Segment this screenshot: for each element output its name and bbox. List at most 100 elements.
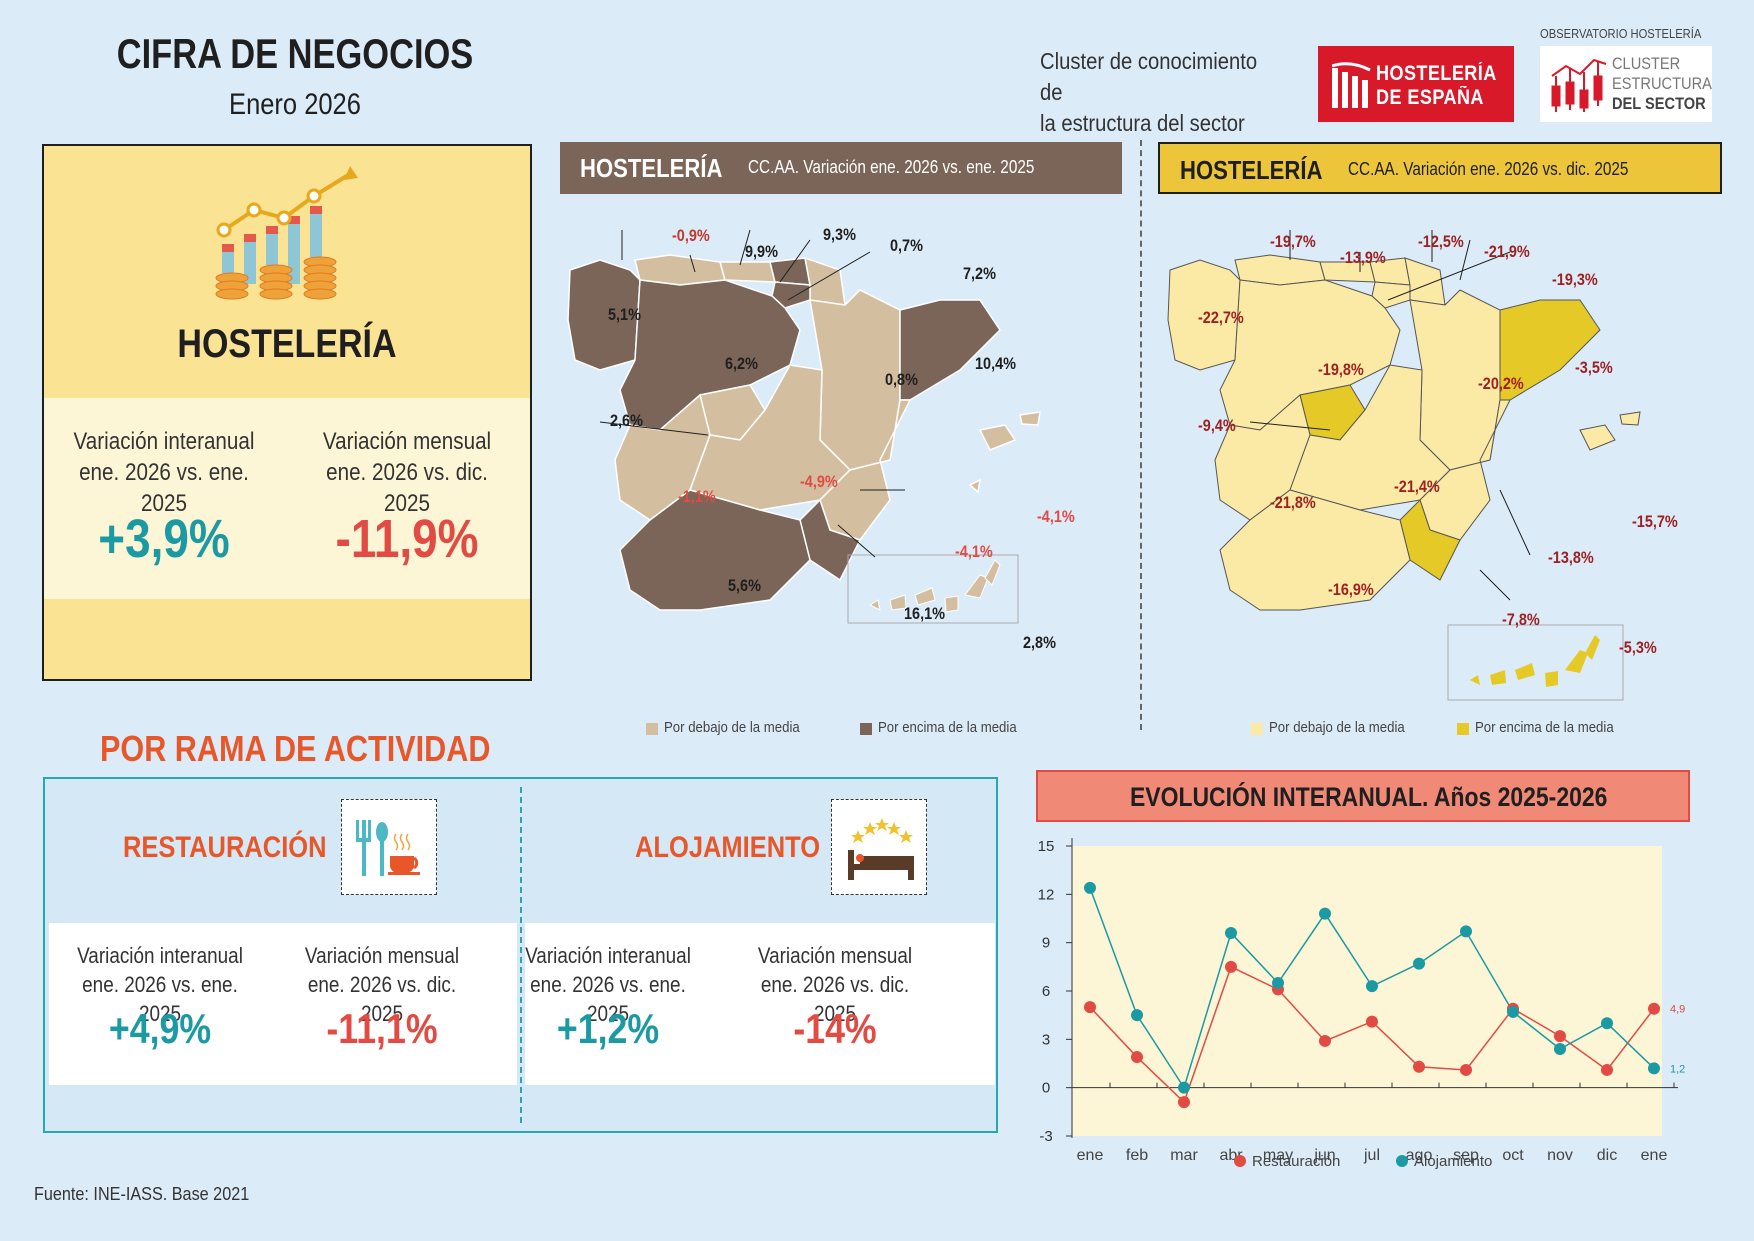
x-tick-label: mar: [1170, 1147, 1198, 1164]
restauracion-values-panel: [49, 923, 517, 1085]
x-tick-label: may: [1263, 1147, 1293, 1164]
map-right-label-castilla-leon: -19,8%: [1318, 360, 1364, 379]
interanual-label-line1: Variación interanual: [73, 428, 255, 455]
rama-box: RESTAURACIÓN Variación interanual ene. 2…: [43, 777, 998, 1133]
x-tick-label: sep: [1453, 1147, 1479, 1164]
hosteleria-espana-logo: HOSTELERÍA DE ESPAÑA: [1318, 46, 1514, 122]
alojamiento-title: ALOJAMIENTO: [635, 831, 821, 864]
map-right-label-cantabria: -13,9%: [1340, 248, 1386, 267]
map-left-label-canarias: 2,8%: [1023, 633, 1056, 652]
cluster-logo: CLUSTER ESTRUCTURA DEL SECTOR: [1540, 46, 1712, 122]
alojamiento-mensual-label2: ene. 2026 vs. dic. 2025: [760, 972, 910, 1026]
data-point: [1084, 1001, 1096, 1014]
map-right-label-pais-vasco: -12,5%: [1418, 232, 1464, 251]
legend-right-below-swatch: [1251, 723, 1263, 735]
map-left-spain: [567, 229, 1041, 624]
y-tick-label: 9: [1042, 935, 1050, 952]
map-right-label-navarra: -21,9%: [1484, 242, 1530, 261]
end-value-label: 4,9: [1670, 1004, 1685, 1016]
alojamiento-mensual-label1: Variación mensual: [757, 943, 913, 968]
region-navarra: [804, 256, 846, 306]
restauracion-mensual-label: Variación mensual ene. 2026 vs. dic. 202…: [292, 941, 473, 1028]
x-tick-label: ene: [1641, 1147, 1668, 1164]
legend-right-below: Por debajo de la media: [1269, 719, 1405, 736]
map-right-subtitle: CC.AA. Variación ene. 2026 vs. dic. 2025: [1348, 159, 1629, 179]
data-point: [1507, 1005, 1519, 1018]
alojamiento-interanual-label2: ene. 2026 vs. ene. 2025: [530, 972, 686, 1026]
x-tick-label: ene: [1077, 1147, 1104, 1164]
x-tick-label: feb: [1126, 1147, 1148, 1164]
y-tick-label: 0: [1042, 1080, 1050, 1097]
legend-left-above: Por encima de la media: [878, 719, 1017, 736]
y-tick-label: -3: [1039, 1128, 1052, 1145]
hosteleria-card: HOSTELERÍA Variación interanual ene. 202…: [42, 144, 532, 681]
data-point: [1319, 907, 1331, 920]
legend-left-below: Por debajo de la media: [664, 719, 800, 736]
interanual-label: Variación interanual ene. 2026 vs. ene. …: [61, 426, 267, 519]
candlestick-icon: [1551, 58, 1607, 112]
interanual-label-line2: ene. 2026 vs. ene. 2025: [79, 459, 249, 517]
legend-swatch: [1396, 1155, 1408, 1167]
cluster-line-1: Cluster de conocimiento de: [1040, 48, 1258, 105]
map-left-label-murcia: 16,1%: [904, 604, 945, 623]
data-point: [1225, 927, 1237, 939]
legend-right-above-swatch: [1457, 723, 1469, 735]
map-right-label-extremadura: -21,8%: [1270, 493, 1316, 512]
x-tick-label: nov: [1547, 1147, 1573, 1164]
cluster-line-2: la estructura del sector: [1040, 110, 1245, 136]
data-point: [1272, 976, 1284, 989]
map-right-label-canarias: -5,3%: [1619, 638, 1657, 657]
alojamiento-mensual-label: Variación mensual ene. 2026 vs. dic. 202…: [740, 941, 929, 1028]
logo-he-line2: DE ESPAÑA: [1376, 86, 1484, 109]
map-left-label-aragon: 0,8%: [885, 370, 918, 389]
end-value-label: 1,2: [1670, 1063, 1685, 1075]
data-point: [1648, 1062, 1660, 1075]
region-cantabria: [719, 261, 776, 283]
map-right-label-cataluna: -3,5%: [1575, 358, 1613, 377]
map-right-header: HOSTELERÍA CC.AA. Variación ene. 2026 vs…: [1158, 142, 1722, 194]
x-tick-label: ago: [1406, 1147, 1433, 1164]
map-left-label-pais-vasco: 9,3%: [823, 225, 856, 244]
mensual-label-line2: ene. 2026 vs. dic. 2025: [326, 459, 488, 517]
por-rama-title: POR RAMA DE ACTIVIDAD: [100, 728, 491, 769]
data-point: [1413, 1060, 1425, 1073]
region-baleares: [978, 411, 1041, 451]
data-point: [1554, 1043, 1566, 1055]
data-point: [1178, 1096, 1190, 1109]
data-point: [1601, 1063, 1613, 1076]
bed-stars-icon: [848, 818, 914, 880]
fork-spoon-cup-icon: [356, 820, 420, 876]
map-left-label-castilla-leon: 6,2%: [725, 354, 758, 373]
columns-icon: [1332, 62, 1371, 108]
hosteleria-card-title: HOSTELERÍA: [177, 322, 397, 366]
mensual-label: Variación mensual ene. 2026 vs. dic. 202…: [301, 426, 513, 519]
legend-right-above: Por encima de la media: [1475, 719, 1614, 736]
data-point: [1084, 881, 1096, 894]
region-rioja: [771, 281, 811, 309]
evolucion-header: EVOLUCIÓN INTERANUAL. Años 2025-2026: [1036, 770, 1690, 822]
y-tick-label: 12: [1038, 886, 1055, 903]
alojamiento-interanual-label: Variación interanual ene. 2026 vs. ene. …: [518, 941, 699, 1028]
rama-divider: [520, 787, 522, 1123]
alojamiento-values-panel: [525, 923, 995, 1085]
hosteleria-card-values: Variación interanual ene. 2026 vs. ene. …: [44, 398, 530, 599]
region-pais-vasco: [769, 257, 811, 286]
maps-divider: [1140, 140, 1142, 730]
restauracion-interanual-label1: Variación interanual: [77, 943, 243, 968]
logo-cl-line1: CLUSTER: [1612, 54, 1681, 73]
map-right-title: HOSTELERÍA: [1180, 155, 1323, 185]
data-point: [1178, 1081, 1190, 1094]
map-left-label-cataluna: 10,4%: [975, 354, 1016, 373]
map-right-label-murcia: -7,8%: [1502, 610, 1540, 629]
data-point: [1319, 1034, 1331, 1047]
map-right-label-rioja: -19,3%: [1552, 270, 1598, 289]
map-right-spain: [1167, 230, 1641, 701]
restauracion-mensual-label2: ene. 2026 vs. dic. 2025: [307, 972, 457, 1026]
map-left-label-madrid: 2,6%: [610, 411, 643, 430]
map-right-label-andalucia: -16,9%: [1328, 580, 1374, 599]
map-left-header: HOSTELERÍA CC.AA. Variación ene. 2026 vs…: [560, 142, 1122, 194]
y-tick-label: 3: [1042, 1031, 1050, 1048]
data-point: [1648, 1002, 1660, 1015]
data-point: [1131, 1051, 1143, 1064]
